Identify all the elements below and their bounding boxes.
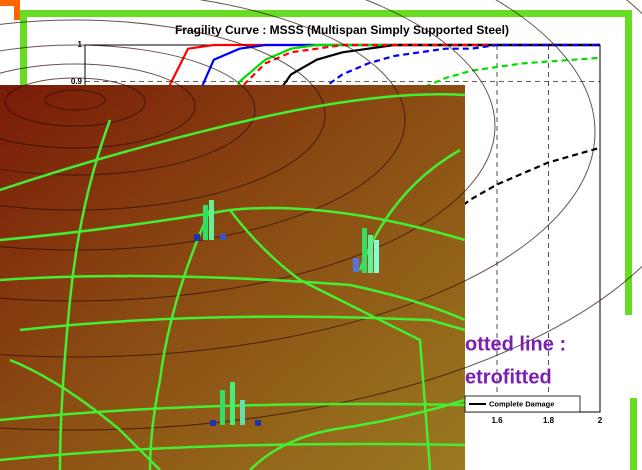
chart-title: Fragility Curve : MSSS (Multispan Simply…: [175, 23, 509, 37]
y-tick-label: 0.9: [71, 77, 83, 86]
border-top: [20, 10, 632, 17]
x-tick-label: 1.6: [491, 416, 503, 425]
accent: [14, 0, 20, 20]
border-right: [625, 10, 632, 315]
page: Fragility Curve : MSSS (Multispan Simply…: [0, 0, 642, 470]
border-right-lower: [630, 398, 637, 470]
x-tick-label: 1.8: [543, 416, 555, 425]
legend-label: Complete Damage: [489, 399, 554, 408]
legend: Complete Damage: [465, 396, 580, 412]
slide: Fragility Curve : MSSS (Multispan Simply…: [0, 0, 642, 470]
annotation: otted line :: [465, 333, 566, 355]
x-tick-label: 2: [598, 416, 603, 425]
annotation: etrofitted: [465, 366, 552, 388]
y-tick-label: 1: [78, 40, 83, 49]
